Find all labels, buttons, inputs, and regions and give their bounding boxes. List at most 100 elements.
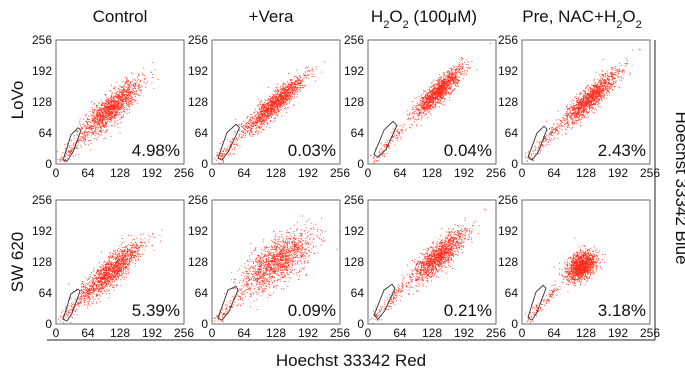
x-tick-label: 192	[142, 326, 162, 340]
scatter-points	[214, 61, 326, 164]
x-tick-label: 128	[422, 166, 442, 180]
row-label-sw620: SW 620	[8, 232, 27, 292]
y-tick-label: 0	[511, 317, 518, 331]
side-population-percent: 0.21%	[444, 301, 492, 320]
panel-frame	[55, 39, 185, 165]
x-tick-label: 256	[640, 166, 660, 180]
scatter-dots	[58, 229, 163, 324]
y-tick-label: 64	[195, 286, 209, 300]
y-tick-label: 256	[344, 193, 364, 207]
y-tick-label: 128	[498, 95, 518, 109]
y-tick-label: 0	[45, 317, 52, 331]
column-title-pre-nac-h2o2: Pre, NAC+H2O2	[522, 7, 641, 31]
side-population-gate	[62, 127, 82, 162]
side-population-percent: 0.03%	[288, 141, 336, 160]
scatter-points	[525, 237, 606, 323]
panel-frame	[367, 39, 497, 165]
scatter-dots	[525, 237, 606, 323]
x-tick-label: 128	[576, 326, 596, 340]
side-population-gate	[62, 288, 81, 322]
y-tick-label: 0	[357, 317, 364, 331]
scatter-dots	[524, 48, 641, 162]
y-tick-label: 256	[32, 33, 52, 47]
scatter-points	[58, 229, 163, 324]
x-tick-label: 192	[454, 326, 474, 340]
x-tick-label: 0	[519, 166, 526, 180]
side-population-percent: 3.18%	[598, 301, 646, 320]
x-tick-label: 64	[237, 166, 251, 180]
panel-frame	[55, 199, 185, 325]
y-tick-label: 128	[32, 255, 52, 269]
y-tick-label: 192	[344, 64, 364, 78]
y-tick-label: 192	[498, 64, 518, 78]
y-tick-label: 192	[188, 224, 208, 238]
scatter-panel: 0.03% 0 64 128 192 256 0 64 128 192 256	[188, 33, 350, 180]
column-title-h2o2: H2O2 (100μM)	[371, 7, 477, 31]
y-tick-label: 0	[357, 157, 364, 171]
scatter-points	[57, 62, 159, 163]
scatter-panel: 3.18% 0 64 128 192 256 0 64 128 192 256	[498, 193, 660, 340]
scatter-points	[369, 208, 487, 324]
x-tick-label: 128	[266, 326, 286, 340]
y-tick-label: 256	[32, 193, 52, 207]
y-tick-label: 128	[188, 255, 208, 269]
x-tick-label: 64	[393, 166, 407, 180]
x-tick-label: 0	[365, 326, 372, 340]
side-population-percent: 4.98%	[132, 141, 180, 160]
y-tick-label: 128	[344, 95, 364, 109]
x-tick-label: 192	[298, 326, 318, 340]
side-population-gate	[217, 123, 241, 161]
scatter-dots	[369, 208, 487, 324]
panel-frame	[521, 199, 651, 325]
x-tick-label: 192	[608, 166, 628, 180]
y-tick-label: 192	[32, 224, 52, 238]
x-tick-label: 128	[422, 326, 442, 340]
x-tick-label: 64	[81, 166, 95, 180]
panel-frame	[367, 199, 497, 325]
scatter-panel: 4.98% 0 64 128 192 256 0 64 128 192 256	[32, 33, 194, 180]
x-tick-label: 256	[486, 166, 506, 180]
scatter-panel: 2.43% 0 64 128 192 256 0 64 128 192 256	[498, 33, 660, 180]
y-tick-label: 128	[32, 95, 52, 109]
x-tick-label: 0	[519, 326, 526, 340]
y-tick-label: 128	[344, 255, 364, 269]
x-tick-label: 256	[486, 326, 506, 340]
y-axis-label: Hoechst 33342 Blue	[672, 111, 685, 264]
x-tick-label: 192	[142, 166, 162, 180]
y-tick-label: 128	[498, 255, 518, 269]
x-tick-label: 192	[298, 166, 318, 180]
x-tick-label: 256	[174, 166, 194, 180]
x-tick-label: 0	[53, 326, 60, 340]
x-tick-label: 64	[237, 326, 251, 340]
x-tick-label: 256	[330, 326, 350, 340]
x-tick-label: 64	[547, 166, 561, 180]
x-tick-label: 0	[365, 166, 372, 180]
y-tick-label: 256	[344, 33, 364, 47]
column-title-vera: +Vera	[249, 7, 294, 26]
y-tick-label: 192	[498, 224, 518, 238]
x-tick-label: 64	[547, 326, 561, 340]
y-tick-label: 192	[344, 224, 364, 238]
x-tick-label: 64	[81, 326, 95, 340]
y-tick-label: 192	[188, 64, 208, 78]
side-population-gate	[527, 284, 547, 321]
x-tick-label: 256	[174, 326, 194, 340]
y-tick-label: 256	[188, 193, 208, 207]
side-population-gate	[217, 285, 239, 321]
scatter-dots	[214, 61, 326, 164]
y-tick-label: 0	[511, 157, 518, 171]
x-tick-label: 64	[393, 326, 407, 340]
y-tick-label: 64	[39, 286, 53, 300]
y-tick-label: 64	[39, 126, 53, 140]
side-population-percent: 2.43%	[598, 141, 646, 160]
column-title-control: Control	[93, 7, 148, 26]
scatter-dots	[57, 62, 159, 163]
y-tick-label: 256	[498, 193, 518, 207]
scatter-panel: 0.09% 0 64 128 192 256 0 64 128 192 256	[188, 193, 350, 340]
y-tick-label: 64	[351, 286, 365, 300]
scatter-points	[213, 215, 340, 323]
side-population-percent: 0.04%	[444, 141, 492, 160]
row-label-lovo: LoVo	[8, 81, 27, 120]
